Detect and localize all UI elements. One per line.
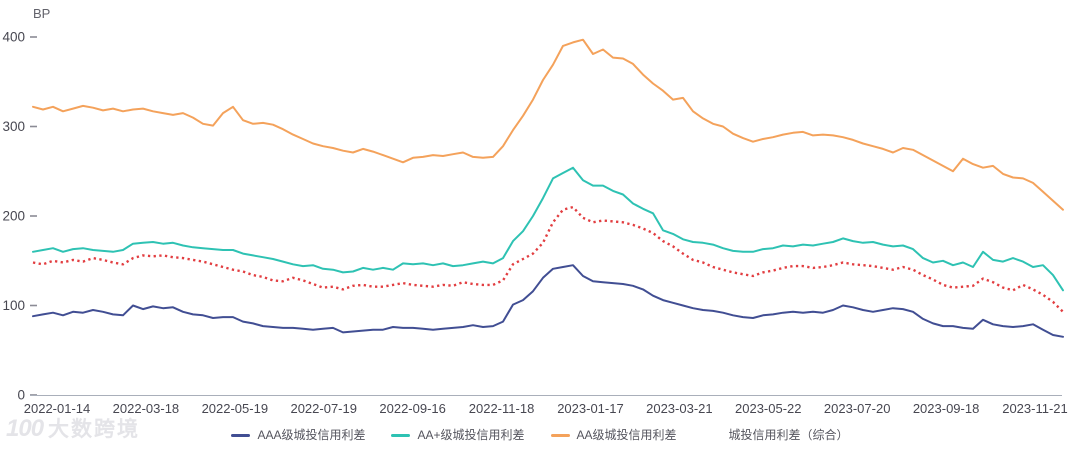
watermark: 100 大数跨境 [6,417,140,441]
series-line-2 [32,38,1064,211]
legend-swatch-2 [550,433,570,437]
legend-item-2[interactable]: AA级城投信用利差 [550,428,677,442]
x-tick-label: 2022-05-19 [202,401,269,416]
y-tick-label: 300 [2,119,25,134]
y-tick-label: 200 [2,209,25,224]
x-tick-label: 2023-05-22 [735,401,802,416]
series-line-1 [32,166,1064,292]
watermark-logo: 100 [6,415,44,442]
y-tick-label: 400 [2,30,25,45]
legend-label-1: AA+级城投信用利差 [417,428,525,442]
legend-swatch-1 [391,433,411,437]
x-tick-label: 2022-11-18 [469,401,535,416]
legend-swatch-3 [703,434,722,437]
legend-label-0: AAA级城投信用利差 [257,428,366,442]
y-tick-label: 0 [17,388,25,403]
x-tick-label: 2022-01-14 [24,401,91,416]
series-line-0 [32,264,1064,338]
x-tick-label: 2023-11-21 [1002,401,1068,416]
chart-legend: AAA级城投信用利差 AA+级城投信用利差 AA级城投信用利差 城投信用利差（综合） [0,429,1080,441]
legend-label-3: 城投信用利差（综合） [728,428,849,442]
x-tick-label: 2022-07-19 [290,401,357,416]
x-axis: 2022-01-14 2022-03-18 2022-05-19 2022-07-19… [24,401,1068,416]
watermark-brand: 大数跨境 [48,417,141,441]
series-line-3 [32,205,1064,313]
x-tick-label: 2022-03-18 [113,401,180,416]
legend-label-2: AA级城投信用利差 [576,428,677,442]
legend-item-1[interactable]: AA+级城投信用利差 [391,428,525,442]
y-axis-unit-label: BP [33,6,50,21]
y-axis: 0 100 200 300 400 [2,30,37,403]
x-tick-label: 2023-09-18 [913,401,980,416]
y-tick-label: 100 [2,298,25,313]
legend-item-3[interactable]: 城投信用利差（综合） [703,429,849,441]
x-tick-label: 2023-07-20 [824,401,891,416]
x-tick-label: 2022-09-16 [379,401,446,416]
series-lines [32,38,1064,338]
legend-item-0[interactable]: AAA级城投信用利差 [231,429,365,441]
x-tick-label: 2023-01-17 [557,401,624,416]
legend-swatch-0 [231,433,251,437]
x-tick-label: 2023-03-21 [646,401,713,416]
